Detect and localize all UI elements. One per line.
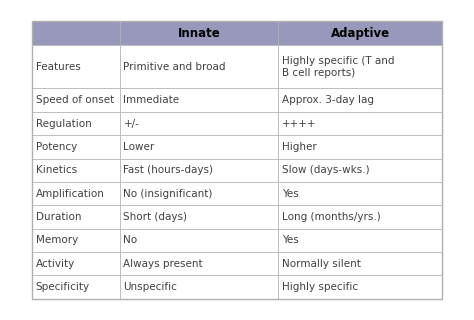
Bar xyxy=(32,228,119,252)
Text: Lower: Lower xyxy=(123,142,155,152)
Text: Short (days): Short (days) xyxy=(123,212,188,222)
Text: ++++: ++++ xyxy=(282,118,317,129)
Text: Primitive and broad: Primitive and broad xyxy=(123,62,226,72)
Bar xyxy=(119,158,279,182)
Text: Adaptive: Adaptive xyxy=(331,27,390,40)
Bar xyxy=(119,135,279,158)
Text: Duration: Duration xyxy=(36,212,81,222)
Text: Amplification: Amplification xyxy=(36,188,105,199)
Bar xyxy=(32,21,442,299)
Bar xyxy=(279,275,442,299)
Bar xyxy=(119,112,279,135)
Bar xyxy=(119,205,279,228)
Text: Higher: Higher xyxy=(282,142,317,152)
Bar xyxy=(279,45,442,88)
Text: Slow (days-wks.): Slow (days-wks.) xyxy=(282,165,370,175)
Text: Specificity: Specificity xyxy=(36,282,90,292)
Text: Immediate: Immediate xyxy=(123,95,180,105)
Bar xyxy=(279,252,442,275)
Text: Kinetics: Kinetics xyxy=(36,165,77,175)
Text: Long (months/yrs.): Long (months/yrs.) xyxy=(282,212,381,222)
Bar xyxy=(32,112,119,135)
Bar xyxy=(32,275,119,299)
Bar xyxy=(32,45,119,88)
Text: Unspecific: Unspecific xyxy=(123,282,177,292)
Text: Regulation: Regulation xyxy=(36,118,91,129)
Text: Normally silent: Normally silent xyxy=(282,259,361,269)
Text: Potency: Potency xyxy=(36,142,77,152)
Text: No: No xyxy=(123,235,137,245)
Bar xyxy=(32,21,119,45)
Bar xyxy=(119,88,279,112)
Text: +/-: +/- xyxy=(123,118,139,129)
Text: Approx. 3-day lag: Approx. 3-day lag xyxy=(282,95,374,105)
Bar xyxy=(279,21,442,45)
Text: Speed of onset: Speed of onset xyxy=(36,95,114,105)
Bar xyxy=(119,21,279,45)
Text: Always present: Always present xyxy=(123,259,203,269)
Bar xyxy=(32,158,119,182)
Bar xyxy=(119,275,279,299)
Bar xyxy=(32,182,119,205)
Text: Innate: Innate xyxy=(178,27,220,40)
Text: Fast (hours-days): Fast (hours-days) xyxy=(123,165,213,175)
Text: No (insignificant): No (insignificant) xyxy=(123,188,213,199)
Text: Features: Features xyxy=(36,62,81,72)
Text: Activity: Activity xyxy=(36,259,75,269)
Text: Yes: Yes xyxy=(282,188,299,199)
Bar xyxy=(279,135,442,158)
Text: Highly specific: Highly specific xyxy=(282,282,358,292)
Bar xyxy=(32,88,119,112)
Bar xyxy=(32,205,119,228)
Bar xyxy=(279,158,442,182)
Bar xyxy=(32,252,119,275)
Bar xyxy=(279,112,442,135)
Text: Highly specific (T and
B cell reports): Highly specific (T and B cell reports) xyxy=(282,56,395,78)
Bar xyxy=(119,252,279,275)
Bar xyxy=(119,182,279,205)
Bar xyxy=(279,88,442,112)
Bar xyxy=(279,182,442,205)
Bar xyxy=(119,228,279,252)
Bar xyxy=(32,135,119,158)
Text: Yes: Yes xyxy=(282,235,299,245)
Text: Memory: Memory xyxy=(36,235,78,245)
Bar xyxy=(279,228,442,252)
Bar xyxy=(119,45,279,88)
Bar xyxy=(279,205,442,228)
